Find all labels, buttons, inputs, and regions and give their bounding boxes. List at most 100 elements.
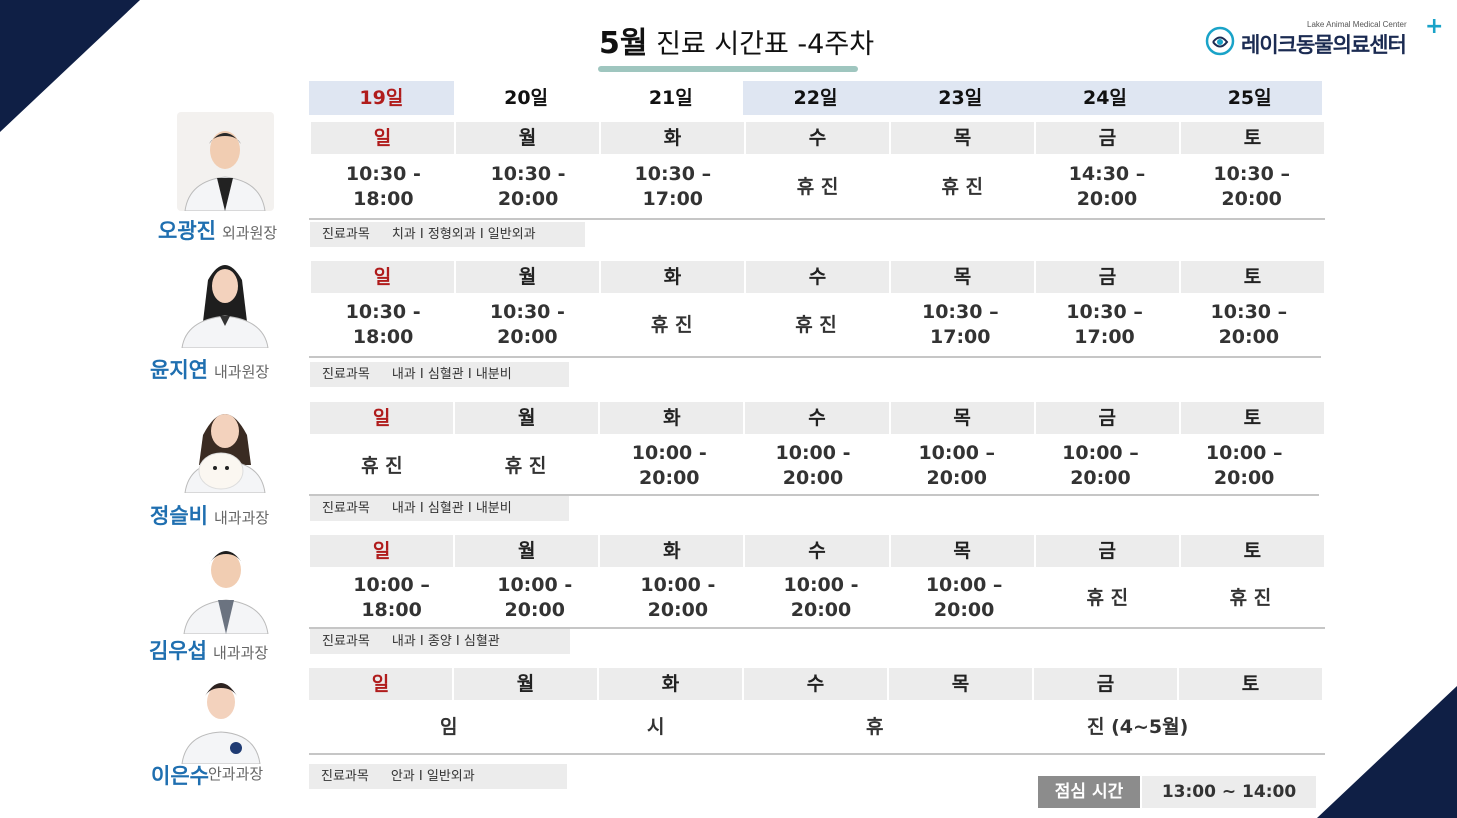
- doctor-role: 내과원장: [213, 363, 270, 381]
- hours-cell: 10:30 – 17:00: [1066, 301, 1143, 348]
- hours-cell: 14:30 – 20:00: [1068, 163, 1146, 210]
- doctor-role-wrapped: 안과과장: [208, 765, 264, 783]
- doctor-avatar-icon: [181, 395, 269, 493]
- weekday-cell: 토: [1180, 535, 1324, 567]
- weekday-cell: 토: [1181, 261, 1324, 293]
- hours-cell: 10:00 – 20:00: [925, 574, 1003, 621]
- hours-cell: 10:00 – 20:00: [1205, 442, 1283, 489]
- hours-cell: 10:00 - 20:00: [640, 574, 716, 621]
- hours-cell: 10:00 - 20:00: [497, 574, 573, 621]
- hours-cell: 10:00 - 20:00: [631, 442, 707, 489]
- weekday-cell: 화: [601, 122, 744, 154]
- weekday-cell: 월: [455, 402, 599, 434]
- hours-cell: 10:00 - 20:00: [775, 442, 851, 489]
- weekday-cell: 금: [1035, 402, 1179, 434]
- date-cell: 23일: [887, 81, 1033, 115]
- doctor-avatar-icon: [180, 534, 272, 634]
- department-list: 치과 I 정형외과 I 일반외과: [391, 227, 536, 242]
- doctor-photo: [177, 112, 274, 211]
- department-box: 진료과목 내과 I 심혈관 I 내분비: [310, 496, 569, 521]
- weekday-cell: 월: [456, 122, 599, 154]
- hours-cell: 휴 진: [795, 313, 837, 336]
- weekday-header-row: 일 월 화 수 목 금 토: [310, 402, 1326, 434]
- doctor-photo: [178, 668, 264, 764]
- doctor-photo: [180, 534, 272, 634]
- hours-cell: 10:00 - 20:00: [783, 574, 859, 621]
- weekday-cell: 토: [1180, 402, 1324, 434]
- hours-cell: 휴 진: [1086, 586, 1129, 609]
- weekday-cell: 목: [889, 668, 1032, 700]
- weekday-cell: 수: [745, 535, 889, 567]
- hours-cell: 10:30 – 20:00: [1210, 301, 1288, 348]
- weekday-header-row: 일 월 화 수 목 금 토: [311, 261, 1326, 293]
- date-cell: 19일: [309, 81, 454, 115]
- weekday-header-row: 일 월 화 수 목 금 토: [311, 122, 1326, 154]
- weekday-cell: 월: [454, 668, 597, 700]
- doctor-name-block: 오광진 외과원장: [158, 215, 277, 245]
- hours-row: 10:00 – 18:00 10:00 - 20:00 10:00 - 20:0…: [320, 572, 1322, 624]
- department-list: 안과 I 일반외과: [390, 769, 475, 784]
- doctor-name: 김우섭: [149, 639, 207, 663]
- weekday-cell: 수: [746, 261, 889, 293]
- department-box: 진료과목 내과 I 종양 I 심혈관: [310, 629, 570, 654]
- weekday-cell: 목: [890, 402, 1034, 434]
- date-cell: 25일: [1177, 81, 1323, 115]
- weekday-cell: 금: [1036, 261, 1179, 293]
- date-cell: 24일: [1032, 81, 1178, 115]
- date-cell: 20일: [453, 81, 599, 115]
- lunch-label: 점심 시간: [1038, 776, 1140, 808]
- leave-char: 진 (4~5월): [1087, 716, 1189, 738]
- department-list: 내과 I 종양 I 심혈관: [391, 634, 500, 649]
- title-month: 5월: [599, 26, 648, 61]
- doctor-role: 외과원장: [221, 224, 278, 242]
- doctor-role: 내과과장: [213, 509, 270, 527]
- doctor-photo: [181, 395, 269, 493]
- weekday-cell: 수: [745, 402, 889, 434]
- lunch-time: 13:00 ~ 14:00: [1142, 776, 1316, 808]
- weekday-cell: 목: [891, 261, 1034, 293]
- hours-cell: 10:30 – 20:00: [1213, 163, 1290, 210]
- weekday-cell: 목: [891, 122, 1034, 154]
- doctor-avatar-icon: [178, 250, 272, 348]
- row-divider: [309, 753, 1325, 755]
- doctor-name: 이은수: [151, 764, 209, 788]
- department-box: 진료과목 내과 I 심혈관 I 내분비: [310, 362, 569, 387]
- weekday-cell: 수: [744, 668, 887, 700]
- hours-cell: 10:00 – 20:00: [918, 442, 996, 489]
- hours-cell: 휴 진: [504, 454, 547, 477]
- weekday-cell: 화: [600, 402, 744, 434]
- doctor-name-block: 윤지연 내과원장: [150, 354, 269, 384]
- logo-plus-icon: +: [1425, 14, 1444, 39]
- weekday-cell: 금: [1034, 668, 1177, 700]
- doctor-photo: [178, 250, 272, 348]
- date-row: 19일 20일 21일 22일 23일 24일 25일: [309, 81, 1323, 115]
- department-list: 내과 I 심혈관 I 내분비: [391, 501, 512, 516]
- doctor-avatar-icon: [178, 668, 264, 764]
- hours-row: 10:30 - 18:00 10:30 - 20:00 휴 진 휴 진 10:3…: [311, 298, 1321, 352]
- department-label: 진료과목: [322, 367, 370, 382]
- department-label: 진료과목: [322, 227, 370, 242]
- weekday-cell: 금: [1035, 535, 1179, 567]
- weekday-cell: 일: [310, 535, 454, 567]
- hours-row: 10:30 - 18:00 10:30 - 20:00 10:30 – 17:0…: [311, 160, 1324, 214]
- department-label: 진료과목: [322, 634, 370, 649]
- hours-cell: 10:00 – 20:00: [1062, 442, 1139, 489]
- hours-cell: 10:30 - 18:00: [345, 301, 421, 348]
- hours-cell: 휴 진: [361, 454, 403, 477]
- weekday-cell: 화: [601, 261, 744, 293]
- hours-cell: 10:30 – 17:00: [921, 301, 999, 348]
- doctor-name-block: 정슬비 내과과장: [150, 500, 269, 530]
- hours-row: 휴 진 휴 진 10:00 - 20:00 10:00 - 20:00 10:0…: [310, 440, 1316, 492]
- title-text: 진료 시간표 -4주차: [647, 29, 875, 60]
- doctor-role: 내과과장: [212, 644, 269, 662]
- paw-logo-icon: [1205, 26, 1235, 56]
- leave-char: 임: [440, 716, 458, 738]
- leave-char: 휴: [866, 716, 884, 738]
- row-divider: [309, 218, 1325, 220]
- logo-subtitle: Lake Animal Medical Center: [1307, 20, 1407, 29]
- row-divider: [309, 356, 1321, 358]
- hours-cell: 휴 진: [941, 175, 984, 198]
- logo-name: 레이크동물의료센터: [1241, 33, 1407, 57]
- weekday-cell: 월: [456, 261, 599, 293]
- hours-cell: 10:00 – 18:00: [353, 574, 430, 621]
